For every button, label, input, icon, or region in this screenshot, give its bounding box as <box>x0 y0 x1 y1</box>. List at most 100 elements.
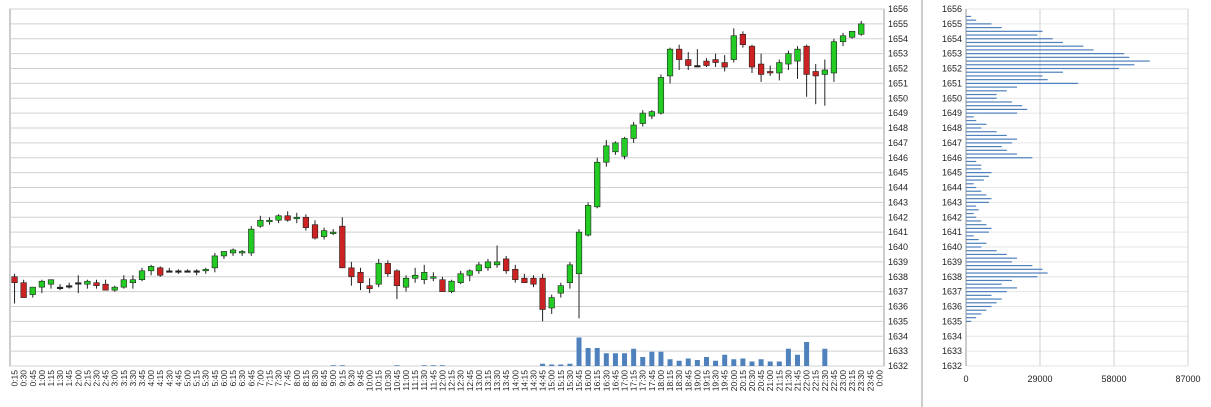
candle-body <box>384 263 391 275</box>
time-axis-tick-label: 7:45 <box>283 370 293 387</box>
volume-bar <box>694 360 700 366</box>
volume-bar <box>612 353 618 366</box>
candle-body <box>275 215 282 221</box>
candle-body <box>302 216 309 228</box>
candle-body <box>93 282 100 286</box>
volume-bar <box>740 358 746 366</box>
volume-bar <box>795 354 801 366</box>
time-axis-tick-label: 7:15 <box>264 370 274 387</box>
time-axis-tick-label: 16:00 <box>583 370 593 392</box>
time-axis-tick-label: 9:45 <box>356 370 366 387</box>
candle-body <box>430 276 437 279</box>
volume-bar <box>558 364 564 366</box>
time-axis-tick-label: 9:15 <box>337 370 347 387</box>
profile-bar <box>966 302 997 304</box>
volume-bar <box>685 358 691 366</box>
price-candlestick-chart: 1632 1633 1634 1635 1636 1637 1638 1639 1640 1641… <box>9 4 908 392</box>
volume-bar <box>749 361 755 366</box>
time-axis-tick-label: 20:45 <box>756 370 766 392</box>
profile-price-tick-label: 1634 <box>942 331 962 341</box>
time-axis-tick-label: 14:45 <box>538 370 548 392</box>
price-axis-tick-label: 1655 <box>888 19 908 29</box>
candle-body <box>703 60 710 66</box>
time-axis-tick-label: 18:30 <box>674 370 684 392</box>
time-axis-tick-label: 6:00 <box>219 370 229 387</box>
time-axis-tick-label: 22:45 <box>829 370 839 392</box>
price-axis-tick-label: 1646 <box>888 153 908 163</box>
profile-bar <box>966 291 1007 293</box>
profile-bar <box>966 231 989 233</box>
time-axis-tick-label: 19:45 <box>720 370 730 392</box>
time-axis-tick-label: 20:00 <box>729 370 739 392</box>
candle-body <box>166 270 173 273</box>
candle-body <box>348 267 355 278</box>
candle-body <box>284 215 291 221</box>
time-axis-tick-label: 15:15 <box>556 370 566 392</box>
candle-body <box>757 63 765 75</box>
profile-bar <box>966 205 977 207</box>
candle-body <box>111 286 118 291</box>
candle-body <box>266 219 273 223</box>
profile-price-tick-label: 1654 <box>942 34 962 44</box>
profile-bar <box>966 116 974 118</box>
price-axis-tick-label: 1656 <box>888 4 908 14</box>
candle-body <box>566 264 574 284</box>
volume-bar <box>549 364 555 366</box>
volume-bar <box>622 353 628 366</box>
candle-body <box>20 282 27 298</box>
time-axis-tick-label: 17:15 <box>629 370 639 392</box>
time-axis-tick-label: 19:15 <box>701 370 711 392</box>
candle-body <box>539 277 546 310</box>
candle-body <box>721 62 728 68</box>
time-axis-tick-label: 0:15 <box>10 370 20 387</box>
profile-bar <box>966 145 1002 148</box>
profile-bar <box>966 209 979 211</box>
time-axis-tick-label: 4:15 <box>155 370 165 387</box>
profile-bar <box>966 45 1084 47</box>
candle-body <box>175 270 182 273</box>
profile-bar <box>966 186 977 189</box>
time-axis-tick-label: 6:30 <box>237 370 247 387</box>
volume-bar <box>713 360 719 366</box>
time-axis-tick-label: 14:00 <box>510 370 520 392</box>
profile-bar <box>966 153 1018 155</box>
profile-bar <box>966 123 987 125</box>
volume-bar <box>776 361 782 366</box>
candle-body <box>821 69 828 75</box>
time-axis-tick-label: 0:30 <box>19 370 29 387</box>
profile-bar <box>966 294 992 296</box>
candle-body <box>748 45 756 68</box>
profile-bar <box>966 272 1048 274</box>
price-axis-tick-label: 1635 <box>888 316 908 326</box>
time-axis-tick-label: 4:45 <box>173 370 183 387</box>
profile-bar <box>966 56 1130 58</box>
time-axis-tick-label: 10:15 <box>374 370 384 392</box>
profile-bar <box>966 38 1053 40</box>
time-axis-tick-label: 5:00 <box>183 370 193 387</box>
profile-value-tick-label: 29000 <box>1027 374 1052 384</box>
time-axis-tick-label: 3:30 <box>128 370 138 387</box>
profile-bar <box>966 160 977 163</box>
time-axis-tick-label: 15:00 <box>547 370 557 392</box>
candle-body <box>621 138 628 157</box>
profile-bar <box>966 134 1007 137</box>
time-axis-tick-label: 1:30 <box>55 370 65 387</box>
profile-bar <box>966 298 1002 300</box>
time-axis-tick-label: 2:45 <box>101 370 111 387</box>
profile-bar <box>966 227 992 230</box>
candle-body <box>785 53 792 65</box>
candle-body <box>330 231 337 234</box>
candle-body <box>694 65 701 68</box>
candle-body <box>129 279 137 284</box>
candle-body <box>730 35 737 60</box>
candle-body <box>29 286 36 295</box>
candle-body <box>38 280 45 288</box>
time-axis-tick-label: 21:45 <box>793 370 803 392</box>
time-axis-tick-label: 12:15 <box>447 370 457 392</box>
time-axis-tick-label: 11:00 <box>401 370 411 391</box>
volume-bar <box>576 337 582 366</box>
candle-body <box>776 62 783 74</box>
profile-bar <box>966 119 977 122</box>
price-axis-tick-label: 1639 <box>888 257 908 267</box>
profile-bar <box>966 216 977 218</box>
